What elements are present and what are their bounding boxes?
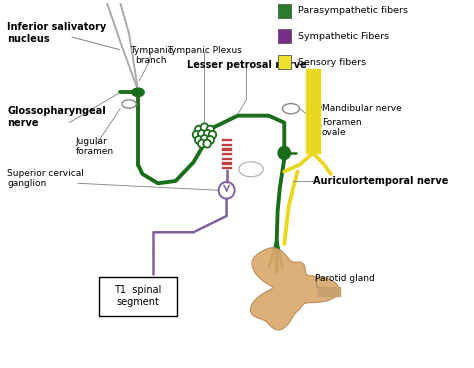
Text: Auriculortemporal nerve: Auriculortemporal nerve <box>313 176 448 186</box>
Circle shape <box>209 131 216 139</box>
Text: Tympanic
branch: Tympanic branch <box>130 46 173 65</box>
Text: Foramen
ovale: Foramen ovale <box>322 118 362 137</box>
Text: Lesser petrosal nerve: Lesser petrosal nerve <box>187 60 307 70</box>
Bar <box>221 152 232 155</box>
Circle shape <box>195 136 202 144</box>
Bar <box>278 55 291 69</box>
Bar <box>221 162 232 164</box>
Circle shape <box>195 126 202 134</box>
Circle shape <box>207 136 214 144</box>
Text: T1  spinal
segment: T1 spinal segment <box>114 286 162 307</box>
Bar <box>221 147 232 151</box>
Circle shape <box>201 135 208 143</box>
Ellipse shape <box>132 88 144 96</box>
Circle shape <box>278 146 291 159</box>
Bar <box>278 4 291 18</box>
Text: Sympathetic Fibers: Sympathetic Fibers <box>298 32 389 41</box>
Text: Sensory fibers: Sensory fibers <box>298 57 365 67</box>
Text: Mandibular nerve: Mandibular nerve <box>322 104 401 113</box>
Text: Glossopharyngeal
nerve: Glossopharyngeal nerve <box>7 106 106 128</box>
Circle shape <box>198 140 206 148</box>
Circle shape <box>207 126 214 134</box>
Text: Inferior salivatory
nucleus: Inferior salivatory nucleus <box>7 22 107 44</box>
Bar <box>278 29 291 43</box>
Circle shape <box>193 131 200 139</box>
Text: Superior cervical
ganglion: Superior cervical ganglion <box>7 169 84 188</box>
Circle shape <box>201 123 208 131</box>
Circle shape <box>204 130 211 138</box>
Circle shape <box>203 140 211 148</box>
Polygon shape <box>250 248 339 330</box>
Text: Parasympathetic fibers: Parasympathetic fibers <box>298 6 408 15</box>
Text: Tympanic Plexus: Tympanic Plexus <box>167 46 242 55</box>
Bar <box>221 157 232 160</box>
Text: Parotid gland: Parotid gland <box>315 275 375 283</box>
Circle shape <box>198 130 206 138</box>
FancyBboxPatch shape <box>99 277 177 316</box>
Bar <box>221 138 232 141</box>
Bar <box>221 166 232 169</box>
Bar <box>221 143 232 146</box>
Text: Jugular
foramen: Jugular foramen <box>76 137 114 156</box>
